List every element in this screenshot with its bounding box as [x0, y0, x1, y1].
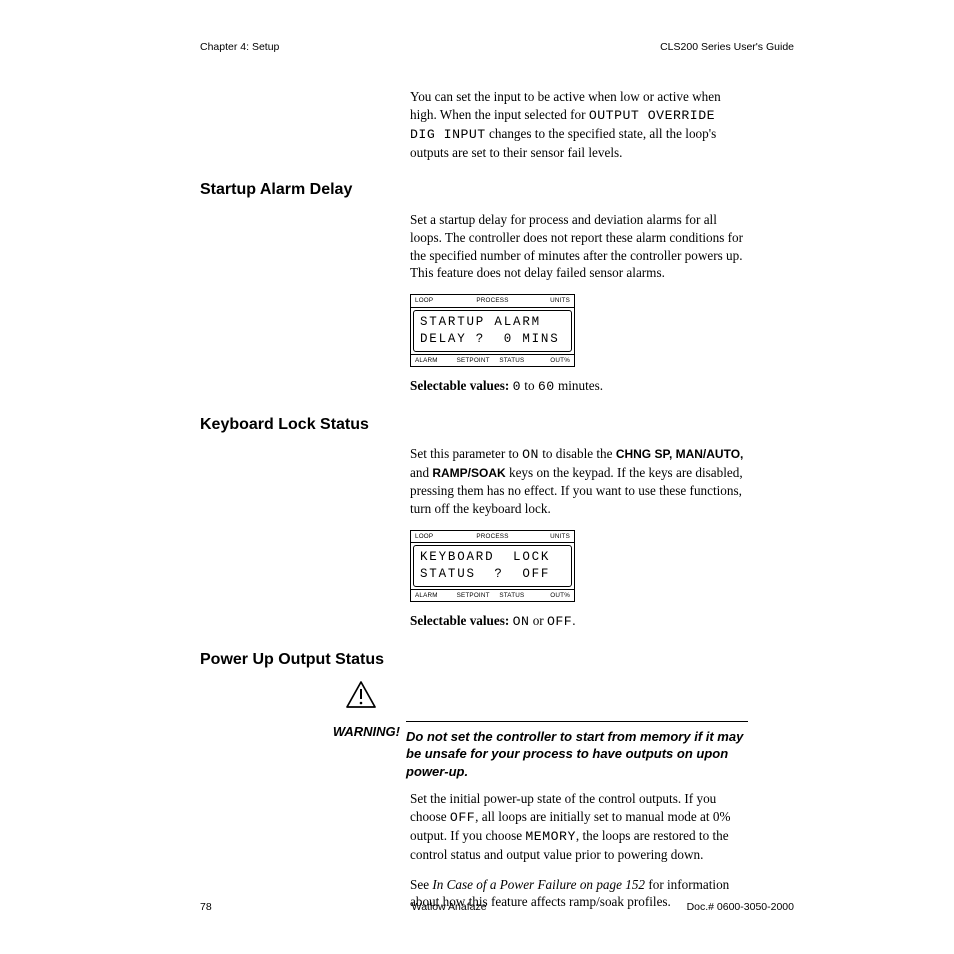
kb-selectable: Selectable values: ON or OFF. — [410, 612, 745, 631]
power-para-1: Set the initial power-up state of the co… — [410, 790, 745, 863]
heading-power-up: Power Up Output Status — [200, 649, 794, 671]
footer-doc: Doc.# 0600-3050-2000 — [687, 900, 794, 914]
warning-block: WARNING! Do not set the controller to st… — [318, 721, 748, 781]
footer-company: Watlow Anafaze — [412, 900, 487, 914]
page-footer: 78 Watlow Anafaze Doc.# 0600-3050-2000 — [200, 900, 794, 914]
xref-power-failure: In Case of a Power Failure on page 152 — [432, 877, 645, 892]
warning-body: Do not set the controller to start from … — [406, 721, 748, 781]
kb-para: Set this parameter to ON to disable the … — [410, 445, 745, 517]
header-guide: CLS200 Series User's Guide — [660, 40, 794, 54]
lcd-screen: STARTUP ALARM DELAY ? 0 MINS — [413, 310, 572, 352]
warning-icon — [346, 681, 794, 713]
page-header: Chapter 4: Setup CLS200 Series User's Gu… — [200, 40, 794, 54]
lcd-keyboard: LOOP PROCESS UNITS KEYBOARD LOCK STATUS … — [410, 530, 745, 603]
intro-para: You can set the input to be active when … — [410, 88, 745, 161]
header-chapter: Chapter 4: Setup — [200, 40, 279, 54]
lcd-startup: LOOP PROCESS UNITS STARTUP ALARM DELAY ?… — [410, 294, 745, 367]
warning-label: WARNING! — [318, 721, 406, 741]
startup-para: Set a startup delay for process and devi… — [410, 211, 745, 282]
heading-startup-alarm-delay: Startup Alarm Delay — [200, 179, 794, 201]
lcd-screen: KEYBOARD LOCK STATUS ? OFF — [413, 545, 572, 587]
page-number: 78 — [200, 900, 212, 914]
startup-selectable: Selectable values: 0 to 60 minutes. — [410, 377, 745, 396]
heading-keyboard-lock: Keyboard Lock Status — [200, 414, 794, 436]
